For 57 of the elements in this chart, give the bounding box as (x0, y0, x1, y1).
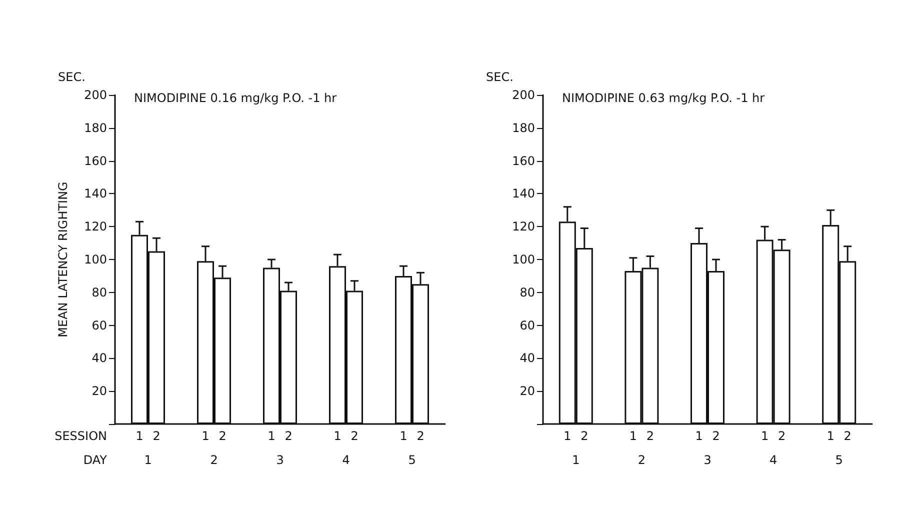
y-tick-label: 20 (520, 384, 535, 398)
x-tick-label: 2 (210, 453, 218, 467)
y-tick-label: 80 (520, 285, 535, 300)
y-tick-label: 180 (512, 120, 535, 135)
text: 1 (268, 429, 276, 443)
x-tick-label: 3 (704, 453, 712, 467)
chart-title: NIMODIPINE 0.16 mg/kg P.O. -1 hr (134, 91, 337, 105)
category-label: 2 (350, 429, 358, 443)
series-label: 1 (564, 429, 572, 443)
category-label: 2 (646, 429, 654, 443)
y-tick-label: 40 (520, 351, 535, 366)
category-label: 2 (844, 429, 852, 443)
category-label: 1 (760, 429, 769, 443)
y-tick-label: 100 (512, 252, 535, 266)
x-tick-label: 3 (276, 453, 284, 467)
category-label: 2 (712, 429, 720, 443)
category-label: 1 (695, 429, 703, 443)
y-tick-label: 140 (84, 186, 107, 201)
y-tick-label: 60 (520, 318, 535, 332)
y-tick-label: 180 (84, 120, 107, 135)
x-tick-label: 2 (638, 453, 646, 467)
x-tick-label: 1 (572, 453, 580, 467)
y-tick-label: 80 (92, 285, 107, 300)
series-label: 1 (136, 429, 144, 443)
x-tick-label: 5 (408, 453, 416, 467)
category-label: 1 (202, 429, 210, 443)
y-tick-label: 120 (84, 220, 107, 234)
text: SEC. (486, 70, 514, 84)
legend-title: SESSION (54, 429, 108, 443)
x-tick-label: 1 (144, 453, 152, 467)
category-label: 1 (826, 429, 834, 443)
chart-title: NIMODIPINE 0.63 mg/kg P.O. -1 hr (562, 91, 765, 105)
x-tick-label: 4 (769, 453, 778, 467)
category-label: 2 (416, 429, 424, 443)
y-tick-label: 60 (92, 318, 107, 332)
y-tick-label: 120 (512, 220, 535, 234)
category-label: 2 (218, 429, 226, 443)
x-tick-label: 5 (835, 453, 843, 467)
category-label: 1 (400, 429, 408, 443)
y-tick-label: 100 (84, 252, 107, 266)
y-tick-label: 160 (512, 154, 535, 168)
y-tick-label: 200 (512, 88, 535, 102)
y-tick-label: 200 (84, 88, 107, 102)
y-tick-label: 140 (512, 186, 535, 201)
y-axis-title: MEAN LATENCY RIGHTING (56, 182, 70, 338)
y-tick-label: 40 (92, 351, 107, 366)
x-tick-label: 4 (342, 453, 350, 467)
text: 2 (284, 429, 292, 443)
y-tick-label: 20 (92, 384, 107, 398)
series-label: 2 (152, 429, 160, 443)
text: SEC. (58, 70, 86, 84)
category-label: 1 (334, 429, 342, 443)
category-label: 2 (778, 429, 786, 443)
series-label: 2 (580, 429, 588, 443)
category-label: 1 (629, 429, 638, 443)
y-tick-label: 160 (84, 154, 107, 168)
x-axis-title: DAY (83, 453, 108, 467)
